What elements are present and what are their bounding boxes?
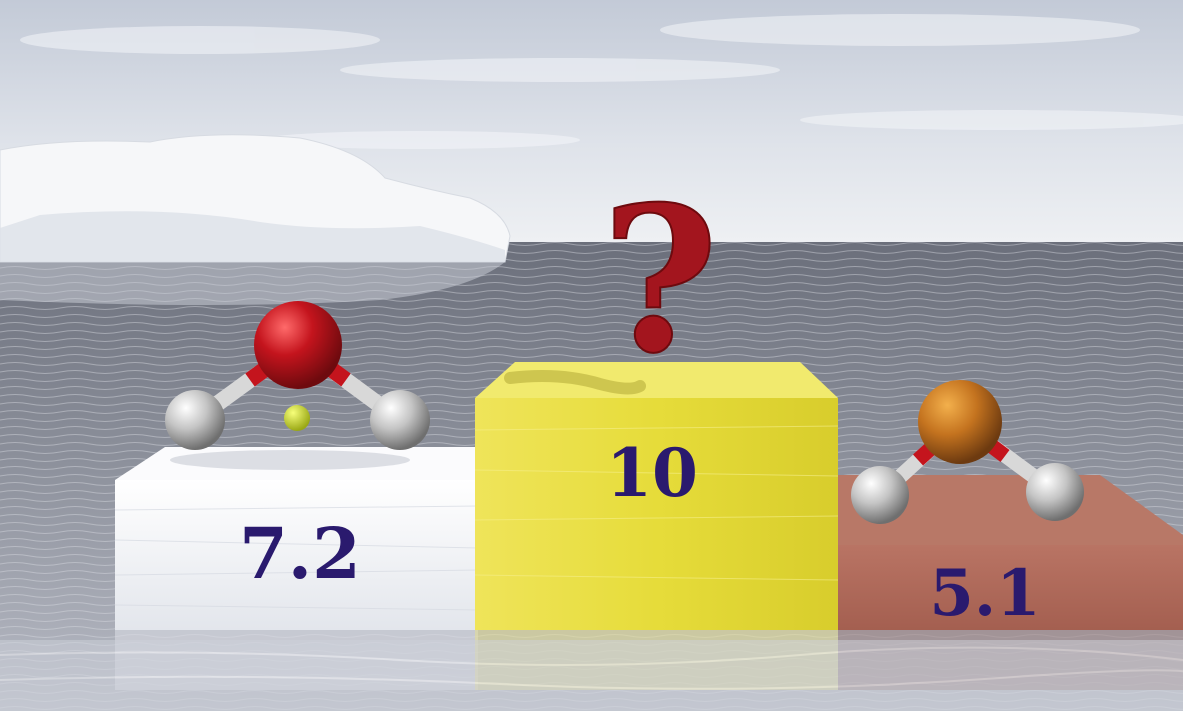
oxygen-atom [254,301,342,389]
question-mark: ? [601,163,718,398]
hydrogen-atom-sulfide-left [851,466,909,524]
hydrogen-atom-right [370,390,430,450]
sulfide-molecule [851,380,1084,524]
water-molecule [165,301,430,470]
clouds [20,14,1183,149]
lone-pair-dot [284,405,310,431]
center-value: 10 [606,434,698,512]
iceberg-shading [0,211,505,262]
left-value: 7.2 [239,512,361,595]
hydrogen-atom-left [165,390,225,450]
hydrogen-atom-sulfide-right [1026,463,1084,521]
iceberg-reflection [0,262,505,305]
sulfur-atom [918,380,1002,464]
right-value: 5.1 [929,556,1040,631]
water-reflections [0,640,1183,711]
